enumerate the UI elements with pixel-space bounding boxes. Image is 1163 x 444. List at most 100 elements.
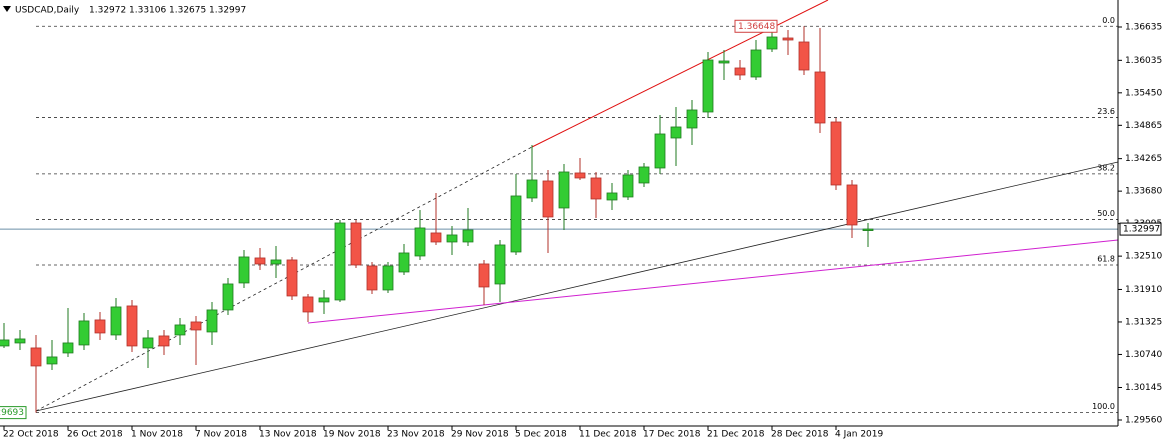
- candle-body: [558, 171, 570, 209]
- fib-level-label: 23.6: [1097, 107, 1115, 116]
- candle-body: [350, 222, 362, 266]
- candle-body: [750, 49, 762, 78]
- candle-body: [254, 257, 266, 265]
- candle-body: [638, 166, 650, 184]
- x-tick-label: 17 Dec 2018: [643, 430, 701, 440]
- candle-body: [782, 37, 794, 41]
- candle-body: [158, 335, 170, 347]
- x-tick-label: 11 Dec 2018: [579, 430, 637, 440]
- x-tick-label: 4 Jan 2019: [835, 430, 883, 440]
- magenta-trendline: [307, 239, 1119, 324]
- candle-body: [30, 347, 42, 367]
- candle-body: [382, 265, 394, 291]
- menu-triangle[interactable]: [3, 6, 11, 12]
- y-tick-label: 1.31910: [1125, 285, 1162, 295]
- candle-body: [670, 126, 682, 139]
- y-tick-label: 1.34865: [1125, 121, 1162, 131]
- x-tick-label: 23 Nov 2018: [387, 430, 445, 440]
- low-label: 1.29693: [0, 408, 24, 418]
- candle-body: [798, 41, 810, 71]
- candle-body: [46, 356, 58, 365]
- candle-body: [478, 263, 490, 288]
- candle-body: [574, 172, 586, 179]
- candle-body: [14, 338, 26, 344]
- chart-title: USDCAD,Daily: [15, 6, 80, 16]
- y-tick-label: 1.31325: [1125, 317, 1162, 327]
- header-high: 1.33106: [129, 6, 166, 16]
- x-tick-label: 1 Nov 2018: [131, 430, 183, 440]
- candle-body: [606, 192, 618, 201]
- candle-body: [766, 36, 778, 50]
- candle-body: [830, 121, 842, 186]
- x-tick-label: 19 Nov 2018: [323, 430, 381, 440]
- candle-body: [846, 184, 858, 226]
- x-tick-label: 28 Dec 2018: [771, 430, 829, 440]
- fib-level-label: 38.2: [1097, 163, 1115, 172]
- y-tick-label: 1.36635: [1125, 22, 1162, 32]
- fib-level-label: 61.8: [1097, 255, 1115, 264]
- candle-body: [622, 174, 634, 198]
- candle-body: [462, 229, 474, 243]
- candle-body: [302, 296, 314, 313]
- candles-layer: [0, 26, 874, 413]
- y-tick-label: 1.33680: [1125, 187, 1162, 197]
- candle-body: [430, 232, 442, 243]
- candle-body: [494, 244, 506, 285]
- y-tick-label: 1.30740: [1125, 350, 1162, 360]
- y-tick-label: 1.29560: [1125, 416, 1162, 426]
- candle-body: [238, 256, 250, 284]
- candle-body: [398, 252, 410, 273]
- candle-body: [110, 306, 122, 336]
- candle-body: [318, 297, 330, 303]
- candle-body: [286, 259, 298, 297]
- y-tick-label: 1.32510: [1125, 252, 1162, 262]
- candle-body: [366, 265, 378, 291]
- fib-level-label: 0.0: [1102, 16, 1115, 25]
- candle-body: [590, 177, 602, 200]
- dashed-trendline: [35, 146, 533, 412]
- candle-body: [0, 339, 10, 347]
- candle-body: [814, 71, 826, 124]
- candle-body: [94, 319, 106, 334]
- x-tick-label: 21 Dec 2018: [707, 430, 765, 440]
- candle-body: [542, 180, 554, 218]
- candle-body: [414, 227, 426, 257]
- candle-body: [526, 179, 538, 199]
- candle-body: [62, 342, 74, 354]
- candle-body: [702, 59, 714, 113]
- candle-body: [222, 283, 234, 311]
- x-tick-label: 7 Nov 2018: [195, 430, 247, 440]
- x-tick-label: 26 Oct 2018: [67, 430, 123, 440]
- candle-body: [126, 305, 138, 347]
- x-tick-label: 13 Nov 2018: [259, 430, 317, 440]
- axis-layer: 1.36635 1.36035 1.35450 1.34865 1.34265 1.336…: [0, 19, 1162, 440]
- current-price-label: 1.32997: [1123, 225, 1160, 235]
- candle-body: [78, 320, 90, 346]
- y-tick-label: 1.34265: [1125, 154, 1162, 164]
- candle-body: [654, 133, 666, 169]
- current-price-box: [1119, 222, 1162, 236]
- candle-body: [734, 67, 746, 76]
- candle-body: [862, 228, 874, 231]
- high-label-box: [734, 19, 778, 33]
- candle-body: [206, 309, 218, 333]
- candle-body: [446, 234, 458, 243]
- header-open: 1.32972: [89, 6, 126, 16]
- fib-level-label: 50.0: [1097, 209, 1115, 218]
- candle-body: [142, 337, 154, 349]
- y-tick-label: 1.30145: [1125, 383, 1162, 393]
- black-trendline: [35, 161, 1119, 412]
- candle-body: [334, 222, 346, 301]
- candle-body: [718, 60, 730, 64]
- x-tick-label: 5 Dec 2018: [515, 430, 567, 440]
- y-tick-label: 1.36035: [1125, 56, 1162, 66]
- y-tick-label: 1.35450: [1125, 88, 1162, 98]
- low-label-box: [0, 406, 27, 420]
- high-label: 1.36648: [738, 22, 775, 32]
- candle-body: [270, 259, 282, 265]
- fib-level-label: 100.0: [1092, 402, 1115, 411]
- candle-body: [510, 195, 522, 253]
- header-low: 1.32675: [169, 6, 206, 16]
